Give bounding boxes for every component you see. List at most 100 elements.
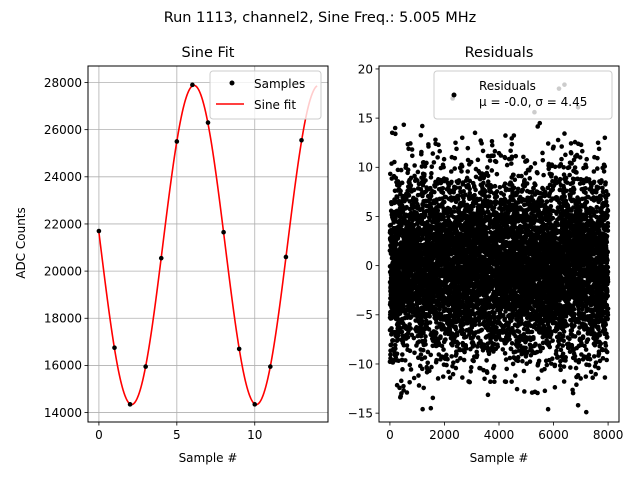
- residual-point: [399, 180, 405, 186]
- sample-point: [221, 229, 226, 235]
- residuals-ytick-label: 0: [365, 259, 373, 273]
- residual-point: [495, 344, 501, 349]
- residual-point: [429, 171, 434, 176]
- sine-fit-curve: [98, 84, 318, 406]
- sine-fit-xtick-label: 0: [95, 428, 103, 442]
- legend-samples-label: Samples: [254, 77, 305, 91]
- residual-point: [401, 304, 407, 309]
- residual-point: [492, 183, 498, 189]
- residual-point: [392, 125, 398, 131]
- residual-point: [485, 165, 490, 170]
- residual-point: [425, 360, 431, 366]
- residual-point: [507, 355, 513, 361]
- residual-point: [425, 349, 431, 355]
- residual-point: [502, 351, 508, 356]
- residual-point: [400, 352, 405, 357]
- residual-point: [465, 169, 471, 174]
- residual-point: [419, 366, 425, 372]
- residual-point: [449, 354, 454, 359]
- residual-point: [445, 356, 450, 362]
- sine-fit-plot: Sine Fit Sample # ADC Counts 0 5 101400016…: [14, 45, 329, 465]
- residual-point: [497, 184, 503, 190]
- residual-point: [492, 148, 498, 154]
- sine-fit-ytick-label: 24000: [44, 170, 82, 184]
- residual-point: [474, 352, 480, 358]
- residual-point: [412, 350, 417, 356]
- residual-point: [520, 358, 525, 364]
- residual-point: [409, 147, 415, 152]
- residual-point: [404, 204, 409, 210]
- sine-fit-ytick-label: 14000: [44, 406, 82, 420]
- residual-point: [463, 346, 469, 351]
- residual-point: [479, 327, 485, 333]
- sine-fit-grid: [88, 66, 328, 422]
- residual-point: [428, 193, 434, 199]
- residual-point: [503, 379, 509, 385]
- sine-fit-ytick-label: 28000: [44, 76, 82, 90]
- residual-point: [468, 369, 473, 374]
- residual-point: [411, 187, 417, 193]
- sample-point: [190, 82, 195, 88]
- residual-point: [407, 380, 412, 385]
- residual-point: [443, 337, 448, 342]
- residual-point: [415, 178, 420, 183]
- residual-point: [479, 141, 484, 146]
- residuals-ytick-label: −5: [355, 308, 373, 322]
- residual-point: [487, 158, 493, 163]
- residual-point: [485, 392, 491, 398]
- residual-point: [459, 135, 465, 141]
- residual-point: [509, 341, 515, 346]
- residual-point: [454, 351, 459, 357]
- residual-point: [501, 192, 507, 197]
- residual-point: [512, 177, 518, 182]
- residuals-xtick-label: 4000: [484, 428, 515, 442]
- residual-point: [393, 175, 399, 181]
- residual-point: [421, 330, 426, 336]
- residual-point: [459, 164, 465, 169]
- residual-point: [422, 338, 428, 344]
- residual-point: [441, 199, 447, 205]
- residual-point: [484, 370, 490, 376]
- residual-point: [481, 180, 486, 186]
- residual-point: [434, 357, 439, 363]
- residual-point: [407, 348, 413, 354]
- residual-point: [511, 133, 517, 138]
- residual-point: [435, 376, 441, 381]
- sample-point: [299, 137, 304, 143]
- sine-fit-ytick-label: 20000: [44, 264, 82, 278]
- legend-sine-fit-label: Sine fit: [254, 98, 296, 112]
- residual-point: [521, 154, 526, 160]
- residual-point: [406, 146, 411, 152]
- residual-point: [399, 223, 404, 229]
- residual-point: [440, 185, 446, 191]
- residual-point: [494, 171, 500, 177]
- residual-point: [398, 378, 404, 384]
- sine-fit-ytick-label: 22000: [44, 217, 82, 231]
- sine-fit-legend: Samples Sine fit: [209, 70, 322, 120]
- residual-point: [441, 156, 447, 162]
- residual-point: [408, 175, 414, 181]
- residual-point: [408, 141, 413, 146]
- residual-point: [411, 335, 417, 341]
- residual-point: [394, 351, 400, 357]
- sample-point: [205, 120, 211, 125]
- residual-point: [409, 314, 414, 319]
- residual-point: [488, 379, 493, 385]
- residual-point: [485, 173, 491, 179]
- residual-point: [489, 168, 495, 173]
- residual-point: [509, 154, 515, 160]
- residual-point: [492, 374, 497, 380]
- residuals-ytick-label: 10: [358, 161, 373, 175]
- sine-fit-ytick-label: 18000: [44, 312, 82, 326]
- residual-point: [441, 347, 446, 352]
- residual-point: [395, 179, 401, 184]
- residual-point: [415, 169, 421, 175]
- residual-point: [430, 395, 436, 401]
- residuals-plot: Residuals Sample # 0 2000 4000 6000 8000−15−…: [348, 45, 624, 465]
- residual-point: [519, 229, 525, 234]
- residual-point: [392, 342, 398, 348]
- sample-point: [158, 255, 164, 261]
- residual-point: [436, 142, 441, 148]
- residual-point: [502, 181, 508, 186]
- residual-point: [394, 241, 400, 246]
